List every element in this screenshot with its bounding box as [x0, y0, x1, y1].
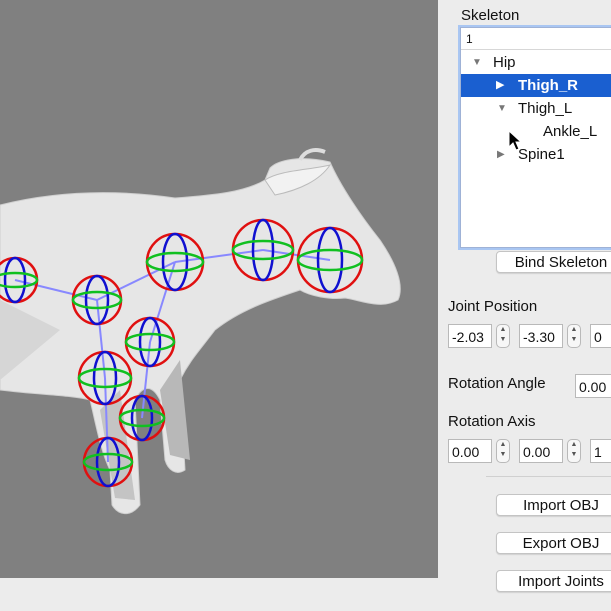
joint-position-x-field[interactable]: -2.03 — [448, 324, 492, 348]
3d-viewport[interactable] — [0, 0, 438, 578]
joint-markers — [0, 218, 364, 488]
tree-item-label: Thigh_R — [518, 77, 578, 94]
joint-position-y-stepper[interactable]: ▲ ▼ — [567, 324, 581, 348]
tree-item-ankle-l[interactable]: Ankle_L — [461, 120, 611, 143]
cow-shading — [100, 390, 135, 500]
tree-header-divider — [461, 49, 611, 50]
joint-marker — [118, 394, 166, 442]
cow-shading — [0, 300, 60, 380]
joint-marker — [296, 226, 364, 294]
rotation-axis-x-stepper[interactable]: ▲ ▼ — [496, 439, 510, 463]
skeleton-tree[interactable]: 1 ▼ Hip ▶ Thigh_R ▼ Thigh_L Ankle_L ▶ Sp… — [460, 27, 611, 248]
skeleton-label: Skeleton — [461, 7, 520, 24]
mouse-pointer-icon — [508, 130, 522, 151]
rotation-angle-label: Rotation Angle — [448, 375, 546, 392]
joint-position-label: Joint Position — [448, 298, 538, 315]
bone — [104, 377, 109, 463]
joint-position-x-stepper[interactable]: ▲ ▼ — [496, 324, 510, 348]
import-obj-button[interactable]: Import OBJ — [496, 494, 611, 516]
joint-marker — [71, 274, 123, 326]
joint-marker — [145, 232, 205, 292]
joint-marker — [82, 436, 134, 488]
expanded-triangle-icon[interactable]: ▼ — [497, 103, 507, 114]
bone — [14, 279, 98, 301]
export-obj-button[interactable]: Export OBJ — [496, 532, 611, 554]
rotation-axis-x-field[interactable]: 0.00 — [448, 439, 492, 463]
bone — [174, 249, 264, 263]
import-joints-button[interactable]: Import Joints — [496, 570, 611, 592]
collapsed-triangle-icon[interactable]: ▶ — [497, 149, 505, 160]
tree-item-label: Hip — [493, 54, 516, 71]
tree-item-spine1[interactable]: ▶ Spine1 — [461, 143, 611, 166]
rotation-axis-y-stepper[interactable]: ▲ ▼ — [567, 439, 581, 463]
tree-item-label: Ankle_L — [543, 123, 598, 140]
cow-model-render — [0, 148, 401, 515]
rotation-axis-y-field[interactable]: 0.00 — [519, 439, 563, 463]
rotation-angle-field[interactable]: 0.00 — [575, 374, 611, 398]
joint-marker — [0, 256, 39, 304]
rotation-axis-label: Rotation Axis — [448, 413, 536, 430]
tree-item-label: Thigh_L — [518, 100, 573, 117]
joint-marker — [77, 350, 133, 406]
cow-ear — [264, 164, 332, 196]
tree-item-hip[interactable]: ▼ Hip — [461, 51, 611, 74]
tree-item-thigh-r[interactable]: ▶ Thigh_R — [461, 74, 611, 97]
bone — [96, 299, 106, 379]
bind-skeleton-button[interactable]: Bind Skeleton — [496, 251, 611, 273]
cow-body — [0, 158, 401, 515]
cow-shading — [160, 360, 190, 460]
tree-column-header: 1 — [466, 32, 473, 46]
rotation-axis-z-field[interactable]: 1 — [590, 439, 611, 463]
bone — [149, 261, 176, 343]
cow-horn — [298, 148, 326, 162]
section-divider — [486, 476, 611, 477]
joint-position-z-field[interactable]: 0 — [590, 324, 611, 348]
joint-marker — [124, 316, 176, 368]
collapsed-triangle-icon[interactable]: ▶ — [496, 79, 505, 91]
tree-item-label: Spine1 — [518, 146, 565, 163]
expanded-triangle-icon[interactable]: ▼ — [472, 57, 482, 68]
joint-position-y-field[interactable]: -3.30 — [519, 324, 563, 348]
bone — [141, 341, 151, 419]
joint-marker — [231, 218, 295, 282]
control-panel: Skeleton 1 ▼ Hip ▶ Thigh_R ▼ Thigh_L Ank… — [438, 0, 611, 611]
tree-item-thigh-l[interactable]: ▼ Thigh_L — [461, 97, 611, 120]
